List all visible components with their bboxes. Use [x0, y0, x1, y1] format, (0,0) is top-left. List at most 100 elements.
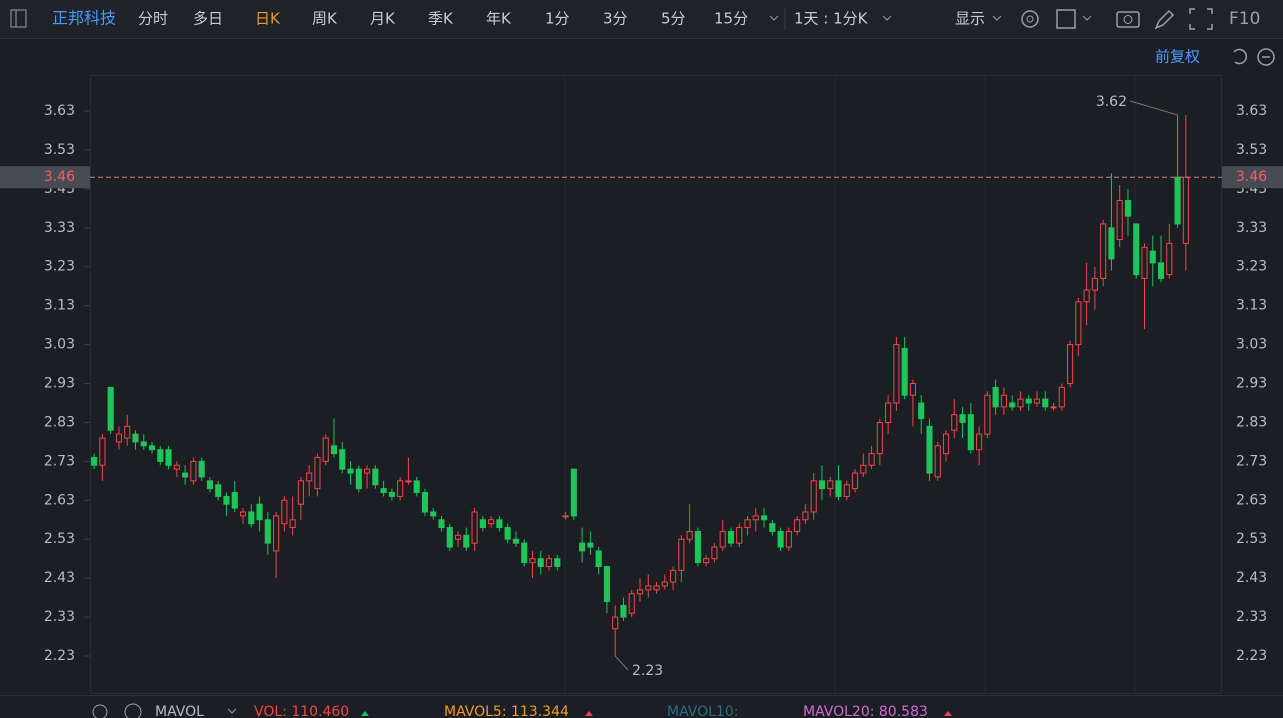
color-box[interactable]: [1056, 9, 1076, 29]
period-tab[interactable]: 季K: [428, 10, 454, 28]
candle-body: [843, 484, 850, 497]
candle-body: [769, 523, 776, 532]
candle-body: [264, 519, 271, 544]
indicator-close[interactable]: [124, 703, 142, 718]
y-tick-label: 2.93: [44, 376, 75, 392]
candle-body: [446, 527, 453, 548]
y-tick-label: 2.83: [1236, 414, 1267, 430]
candle-body: [794, 519, 801, 532]
candle-body: [1017, 398, 1024, 408]
candle-body: [239, 511, 247, 517]
draw-icon[interactable]: [1154, 9, 1175, 30]
indicator-name[interactable]: MAVOL: [155, 704, 204, 718]
settings-icon[interactable]: [1021, 10, 1039, 28]
candle-body: [1009, 402, 1016, 408]
candle-body: [380, 488, 387, 494]
candle-body: [529, 558, 536, 564]
candle-body: [281, 499, 288, 525]
display-menu[interactable]: 显示: [955, 10, 985, 28]
toolbar: [0, 0, 1283, 38]
y-tick-label: 2.73: [44, 453, 75, 469]
sidebar-icon[interactable]: [10, 9, 27, 28]
y-tick-label: 2.83: [44, 414, 75, 430]
period-tab[interactable]: 1分: [545, 10, 570, 28]
candle-body: [330, 445, 338, 455]
y-tick-label: 2.53: [44, 531, 75, 547]
period-tab[interactable]: 年K: [486, 10, 512, 28]
price-tag-bg: [0, 166, 90, 189]
candle-body: [653, 585, 660, 591]
candle-body: [1157, 262, 1165, 279]
camera-lens: [1123, 15, 1133, 24]
mavol20: MAVOL20: 80.583: [803, 704, 928, 718]
candle-body: [1149, 250, 1156, 264]
candle-body: [992, 386, 999, 408]
candle-body: [1124, 200, 1132, 217]
chevron[interactable]: [882, 15, 892, 21]
candle-body: [984, 394, 991, 435]
candle-body: [636, 589, 644, 595]
candle-body: [289, 519, 296, 529]
period-tab[interactable]: 5分: [661, 10, 686, 28]
candle-body: [297, 480, 304, 505]
candle-body: [488, 519, 495, 525]
period-tab[interactable]: 多日: [193, 10, 223, 28]
candle-body: [496, 519, 503, 529]
last-price-label: 3.46: [1236, 169, 1267, 185]
period-tab[interactable]: 月K: [370, 10, 396, 28]
max-leader: [1129, 100, 1178, 116]
min-leader: [614, 655, 629, 671]
candle-body: [736, 527, 743, 544]
candle-body: [554, 558, 561, 567]
candle-body: [364, 468, 371, 474]
candle-body: [785, 530, 792, 548]
candle-body: [504, 527, 511, 540]
chevron[interactable]: [769, 15, 779, 21]
y-tick-label: 2.33: [1236, 609, 1267, 625]
candle-body: [339, 449, 346, 470]
candle-body: [926, 425, 933, 474]
candle-body: [951, 414, 958, 431]
candle-body: [347, 468, 354, 474]
candle-body: [893, 344, 900, 404]
candle-body: [1050, 406, 1057, 409]
candle-body: [421, 492, 429, 513]
period-tab[interactable]: 周K: [312, 10, 338, 28]
undo-icon[interactable]: [1233, 48, 1248, 65]
period-tabs: 分时 多日 日K 周K 月K 季K 年K 1分 3分 5分 15分: [138, 10, 748, 28]
camera-icon[interactable]: [1116, 11, 1140, 28]
y-tick-label: 3.53: [1236, 142, 1267, 158]
candle-body: [711, 546, 718, 560]
candle-body: [934, 445, 941, 478]
candle-body: [1033, 398, 1041, 404]
vol-value: VOL: 110.460: [254, 704, 349, 718]
candle-body: [223, 495, 230, 505]
indicator-settings[interactable]: [92, 704, 108, 718]
period-tab[interactable]: 15分: [714, 10, 748, 28]
candle-body: [248, 511, 255, 525]
interval[interactable]: 1天 : 1分K: [794, 10, 869, 28]
period-tab[interactable]: 3分: [603, 10, 628, 28]
candle-body: [1025, 398, 1032, 404]
candle-body: [124, 425, 131, 439]
y-tick-label: 2.93: [1236, 376, 1267, 392]
candle-body: [1116, 200, 1123, 240]
chevron: [992, 15, 1002, 21]
fullscreen-icon[interactable]: [1189, 8, 1213, 30]
candle-body: [148, 445, 156, 451]
candle-body: [99, 437, 106, 466]
period-tab[interactable]: 分时: [138, 10, 168, 28]
candle-body: [1058, 386, 1065, 408]
y-tick-label: 3.63: [1236, 103, 1267, 119]
candle-body: [818, 480, 826, 490]
period-tab[interactable]: 日K: [255, 10, 281, 28]
adjust-mode[interactable]: 前复权: [1155, 48, 1200, 66]
f10[interactable]: F10: [1229, 9, 1260, 29]
candle-body: [744, 519, 751, 529]
minus-icon[interactable]: [1257, 48, 1275, 66]
candle-body: [471, 511, 478, 544]
candle-body: [140, 441, 147, 447]
candle-body: [827, 480, 834, 490]
stock-name[interactable]: 正邦科技: [52, 9, 116, 28]
candle-body: [521, 542, 528, 564]
